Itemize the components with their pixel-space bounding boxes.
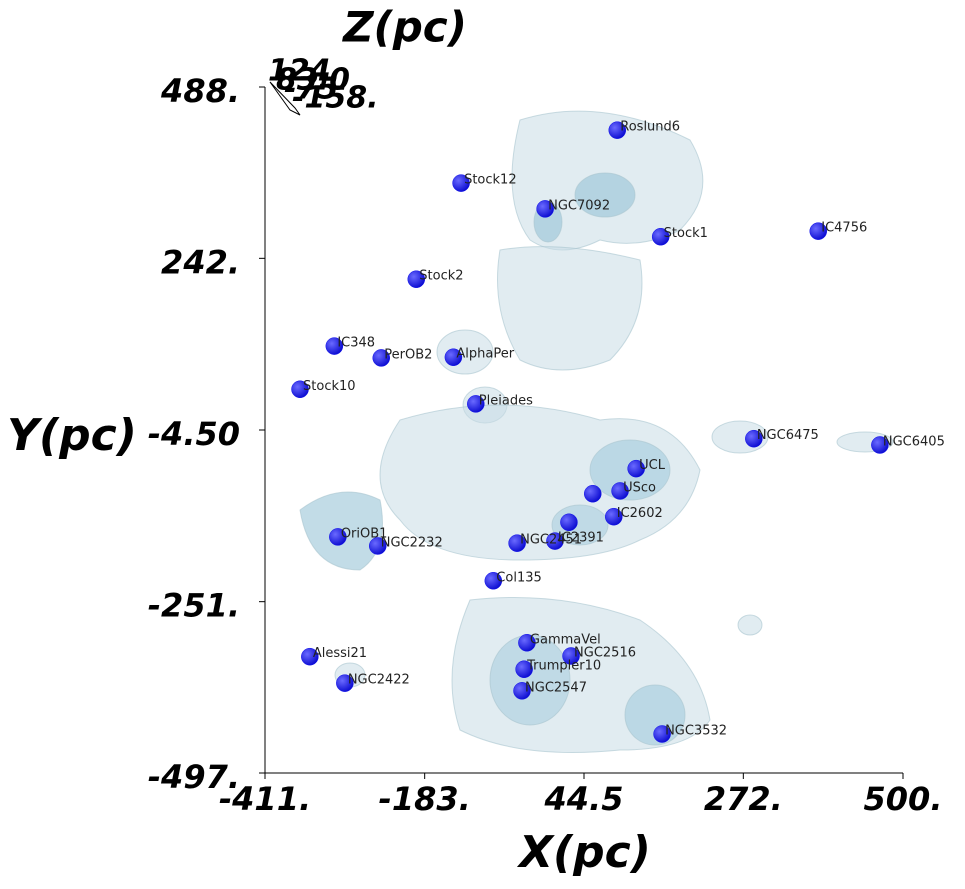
cluster-point [467, 395, 485, 413]
cluster-point [608, 121, 627, 139]
cluster-point [301, 647, 319, 666]
cluster-point [536, 200, 554, 218]
y-tick-label: -497. [148, 758, 240, 796]
point-label: NGC6475 [757, 428, 819, 443]
point-label: IC2602 [617, 506, 663, 521]
point-label: Stock1 [664, 226, 708, 241]
cluster-point [546, 532, 564, 550]
cluster-point [584, 484, 602, 503]
point-label: NGC2422 [348, 673, 410, 688]
z-axis-box [269, 81, 301, 116]
z-axis-title: Z(pc) [341, 3, 467, 52]
point-label: Stock2 [419, 269, 463, 284]
cluster-point [336, 674, 354, 692]
point-label: NGC7092 [548, 198, 610, 213]
cluster-point [444, 348, 463, 366]
point-label: Alessi21 [313, 646, 367, 661]
cluster-point [745, 429, 763, 448]
point-label: USco [623, 480, 656, 495]
point-label: NGC2451 [520, 533, 582, 548]
point-label: AlphaPer [456, 347, 514, 362]
cluster-point [291, 380, 309, 399]
point-label: NGC2547 [525, 680, 587, 695]
point-label: Pleiades [479, 393, 533, 408]
point-label: Roslund6 [620, 120, 680, 135]
z-tick-label: -158. [292, 81, 378, 116]
point-label: PerOB2 [384, 347, 432, 362]
point-label: NGC3532 [665, 723, 727, 738]
z-tick-label: 124 [268, 54, 331, 89]
point-label: UCL [639, 458, 666, 473]
cluster-point [809, 222, 828, 240]
cluster-point [515, 660, 533, 678]
cluster-point [508, 534, 526, 552]
point-label: NGC2516 [574, 645, 636, 660]
cluster-point [372, 349, 391, 367]
x-tick-label: -183. [379, 780, 471, 818]
point-label: IC4756 [821, 221, 867, 236]
y-axis-title: Y(pc) [7, 410, 137, 461]
cluster-point [871, 436, 889, 454]
cluster-point [605, 507, 623, 526]
point-label: Trumpler10 [526, 659, 601, 674]
point-label: NGC6405 [883, 434, 945, 449]
cluster-point [611, 482, 629, 500]
point-label: Col135 [496, 570, 541, 585]
cluster-point [562, 647, 580, 665]
x-tick-label: 44.5 [544, 780, 624, 818]
cluster-point [329, 528, 347, 546]
y-tick-label: 242. [161, 243, 240, 281]
y-tick-label: -251. [148, 587, 240, 625]
cluster-point [653, 725, 671, 743]
point-label: IC2391 [558, 531, 604, 546]
point-label: Stock10 [303, 379, 356, 394]
z-tick-label: 83.0 [276, 63, 350, 98]
z-tick-label: -75 [284, 72, 338, 107]
point-label: IC348 [337, 336, 375, 351]
cluster-point [407, 270, 426, 288]
y-tick-label: -4.50 [148, 415, 240, 453]
cluster-point [369, 537, 387, 555]
point-label: GammaVel [530, 632, 601, 647]
cluster-point [484, 572, 503, 590]
cluster-point [513, 682, 531, 700]
x-axis-title: X(pc) [516, 827, 651, 878]
point-label: NGC2232 [381, 535, 443, 550]
x-tick-label: -411. [219, 780, 311, 818]
cluster-point [325, 337, 344, 355]
x-tick-label: 272. [704, 780, 783, 818]
x-tick-label: 500. [864, 780, 943, 818]
cluster-point [518, 634, 536, 652]
cluster-point [560, 513, 578, 532]
point-label: Stock12 [464, 173, 517, 188]
cluster-point [452, 174, 470, 192]
cluster-point [627, 459, 645, 478]
y-tick-label: 488. [160, 72, 240, 110]
cluster-point [651, 227, 670, 246]
